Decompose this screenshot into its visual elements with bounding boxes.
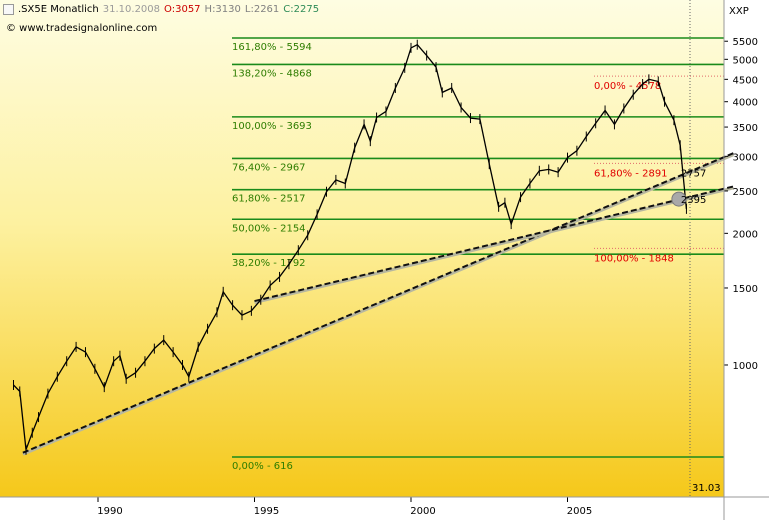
trendline-shadow-0 bbox=[22, 153, 734, 456]
chart-header: .SX5E Monatlich 31.10.2008 O:3057 H:3130 L:2… bbox=[18, 4, 319, 16]
xtick-label-2: 2000 bbox=[410, 506, 435, 517]
low-value: L:2261 bbox=[244, 4, 280, 15]
ytick-label-9: 5500 bbox=[733, 37, 758, 48]
ytick-label-6: 4000 bbox=[733, 98, 758, 109]
annotations: 2757 2395 bbox=[671, 168, 706, 207]
chart-toggle-box[interactable] bbox=[3, 4, 14, 15]
ytick-label-5: 3500 bbox=[733, 123, 758, 134]
high-value: H:3130 bbox=[204, 4, 241, 15]
fib-label-3: 76,40% - 2967 bbox=[232, 162, 306, 173]
fib-label-4: 61,80% - 2517 bbox=[232, 194, 306, 205]
annotation-marker-1 bbox=[671, 191, 687, 207]
date-label: 31.10.2008 bbox=[102, 4, 161, 15]
xtick-label-0: 1990 bbox=[97, 506, 122, 517]
trendlines bbox=[22, 152, 734, 456]
price-series bbox=[12, 39, 688, 455]
trendline-0 bbox=[22, 152, 734, 454]
ytick-label-3: 2500 bbox=[733, 187, 758, 198]
trendline-shadow-1 bbox=[254, 186, 734, 305]
trendline-1 bbox=[254, 185, 734, 303]
fib-label-1: 138,20% - 4868 bbox=[232, 68, 312, 79]
y-axis: 1000 1500 2000 2500 3000 3500 4000 4500 5000 5500 bbox=[724, 37, 758, 372]
ytick-label-8: 5000 bbox=[733, 55, 758, 66]
last-date-label: 31.03 bbox=[692, 483, 721, 494]
ytick-label-0: 1000 bbox=[733, 361, 758, 372]
close-value: C:2275 bbox=[283, 4, 320, 15]
symbol-label: .SX5E Monatlich bbox=[18, 4, 99, 15]
ytick-label-7: 4500 bbox=[733, 75, 758, 86]
source-link[interactable]: © www.tradesignalonline.com bbox=[6, 23, 158, 34]
xtick-label-1: 1995 bbox=[254, 506, 279, 517]
fib-right-label-1: 61,80% - 2891 bbox=[594, 168, 668, 179]
ytick-label-4: 3000 bbox=[733, 152, 758, 163]
fib-label-7: 0,00% - 616 bbox=[232, 461, 293, 472]
xtick-label-3: 2005 bbox=[567, 506, 592, 517]
fibonacci-levels: 161,80% - 5594 138,20% - 4868 100,00% - 36… bbox=[232, 0, 724, 497]
fib-right-label-2: 100,00% - 1848 bbox=[594, 253, 674, 264]
fib-label-2: 100,00% - 3693 bbox=[232, 121, 312, 132]
ytick-label-2: 2000 bbox=[733, 229, 758, 240]
annotation-label-0: 2757 bbox=[681, 168, 706, 179]
open-value: O:3057 bbox=[164, 4, 201, 15]
annotation-label-1: 2395 bbox=[681, 195, 706, 206]
fib-label-6: 38,20% - 1792 bbox=[232, 258, 306, 269]
fib-right-label-0: 0,00% - 4578 bbox=[594, 81, 661, 92]
currency-label: XXP bbox=[729, 6, 749, 17]
ytick-label-1: 1500 bbox=[733, 284, 758, 295]
fib-label-0: 161,80% - 5594 bbox=[232, 42, 312, 53]
fib-label-5: 50,00% - 2154 bbox=[232, 223, 306, 234]
x-axis: 1990 1995 2000 2005 31.03 bbox=[97, 483, 720, 517]
